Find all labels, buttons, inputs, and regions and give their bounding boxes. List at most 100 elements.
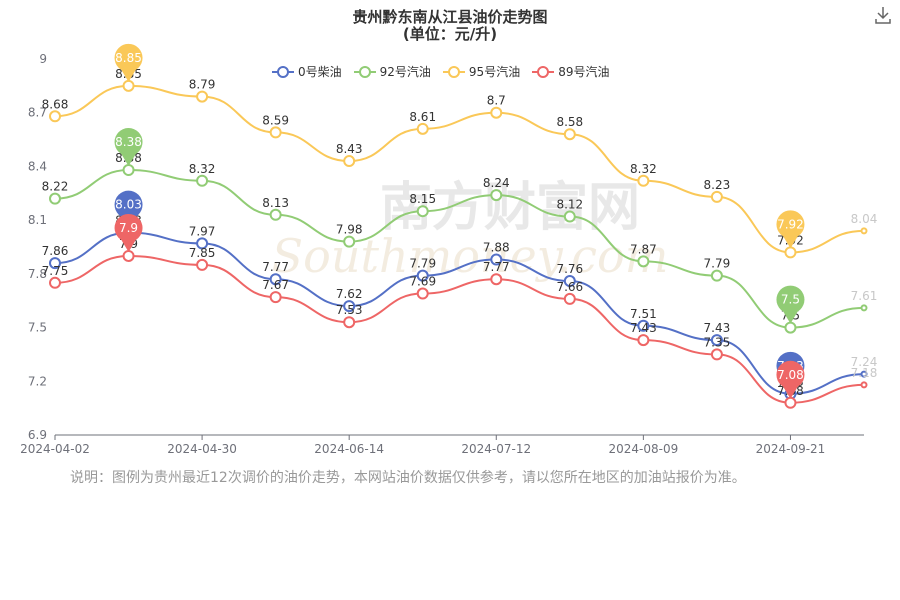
data-label: 8.15	[409, 192, 436, 206]
data-label: 7.77	[483, 260, 510, 274]
marker-pin-label: 7.08	[777, 368, 804, 382]
y-tick-label: 7.5	[28, 321, 47, 335]
marker-pin	[114, 128, 143, 157]
marker-pin-label: 8.85	[115, 51, 142, 65]
data-label: 8.43	[336, 142, 363, 156]
marker-pin	[114, 190, 143, 219]
y-tick-label: 8.4	[28, 159, 47, 173]
data-point	[710, 334, 723, 347]
data-label: 7.66	[556, 280, 583, 294]
data-point	[343, 316, 356, 329]
marker-pin	[120, 153, 137, 167]
data-point	[343, 300, 356, 313]
data-point	[710, 348, 723, 361]
legend-item[interactable]: 92号汽油	[353, 63, 431, 80]
data-label: 7.79	[409, 257, 436, 271]
x-tick-label: 2024-04-02	[20, 442, 90, 456]
y-tick-label: 7.8	[28, 267, 47, 281]
legend-label: 95号汽油	[468, 65, 521, 79]
legend-label: 89号汽油	[558, 65, 610, 79]
y-tick-label: 9	[39, 52, 47, 66]
y-tick-label: 7.2	[28, 374, 47, 388]
legend-marker-icon	[272, 65, 294, 78]
data-label: 7.61	[851, 289, 878, 303]
data-label: 7.43	[704, 321, 731, 335]
marker-pin	[776, 360, 805, 389]
legend-item[interactable]: 0号柴油	[272, 63, 342, 80]
download-icon[interactable]	[872, 4, 894, 26]
marker-pin	[782, 310, 799, 324]
data-point	[196, 90, 209, 103]
data-label: 8.61	[409, 110, 436, 124]
data-label: 8.22	[42, 180, 69, 194]
data-point	[860, 370, 868, 378]
chart-note: 说明：图例为贵州最近12次调价的油价走势，本网站油价数据仅供参考，请以您所在地区…	[70, 470, 746, 486]
data-label: 8.32	[189, 162, 216, 176]
data-label: 7.67	[262, 278, 289, 292]
series-line	[54, 231, 865, 395]
data-point	[490, 189, 503, 202]
marker-pin	[120, 239, 137, 252]
legend-item[interactable]: 95号汽油	[442, 63, 521, 80]
data-point	[49, 192, 61, 205]
watermark-text: Southmoney.com	[272, 229, 669, 283]
data-point	[563, 210, 576, 223]
data-point	[784, 246, 797, 259]
x-tick-label: 2024-04-30	[167, 442, 237, 456]
data-label: 7.24	[851, 355, 878, 369]
marker-pin-label: 8.03	[115, 198, 142, 212]
data-point	[860, 304, 868, 312]
data-point	[49, 276, 61, 289]
data-point	[122, 164, 135, 177]
marker-pin-label: 7.92	[777, 217, 804, 231]
data-label: 8.79	[189, 78, 216, 92]
data-point	[637, 319, 650, 332]
series-line	[54, 169, 865, 329]
data-point	[637, 174, 650, 187]
data-label: 7.43	[630, 321, 657, 335]
marker-pin-label: 7.5	[781, 293, 800, 307]
data-label: 7.86	[42, 244, 69, 258]
series-line	[54, 254, 865, 404]
data-point	[196, 258, 209, 271]
data-point	[122, 79, 135, 92]
data-label: 8.24	[483, 176, 510, 190]
data-label: 7.53	[336, 303, 363, 317]
marker-pin	[120, 69, 137, 82]
data-point	[416, 287, 429, 300]
data-label: 7.35	[704, 335, 731, 349]
data-label: 7.79	[704, 257, 731, 271]
data-label: 8.13	[262, 196, 289, 210]
data-label: 7.85	[189, 246, 216, 260]
y-tick-label: 6.9	[28, 428, 47, 442]
data-point	[416, 205, 429, 218]
marker-pin	[114, 213, 143, 242]
data-label: 7.77	[262, 260, 289, 274]
data-point	[343, 155, 356, 168]
legend-marker-icon	[442, 65, 465, 78]
data-label: 7.98	[336, 223, 363, 237]
legend: 0号柴油 92号汽油 95号汽油 89号汽油	[272, 63, 609, 80]
data-point	[784, 396, 797, 409]
data-point	[49, 110, 61, 123]
legend-item[interactable]: 89号汽油	[532, 63, 609, 80]
marker-pin-label: 7.9	[119, 221, 138, 235]
data-point	[269, 208, 282, 221]
data-point	[710, 190, 723, 203]
data-label: 7.75	[42, 264, 69, 278]
marker-pin	[782, 385, 799, 399]
data-label: 8.58	[556, 115, 583, 129]
x-tick-label: 2024-09-21	[756, 442, 826, 456]
data-label: 8.7	[487, 94, 506, 108]
data-label: 8.32	[630, 162, 657, 176]
x-tick-label: 2024-07-12	[461, 442, 531, 456]
data-point	[784, 321, 797, 334]
y-tick-label: 8.1	[28, 213, 47, 227]
data-point	[637, 334, 650, 347]
data-point	[269, 273, 282, 286]
marker-pin	[776, 285, 805, 314]
legend-marker-icon	[532, 65, 555, 78]
data-point	[710, 269, 723, 282]
data-label: 8.59	[262, 113, 289, 127]
